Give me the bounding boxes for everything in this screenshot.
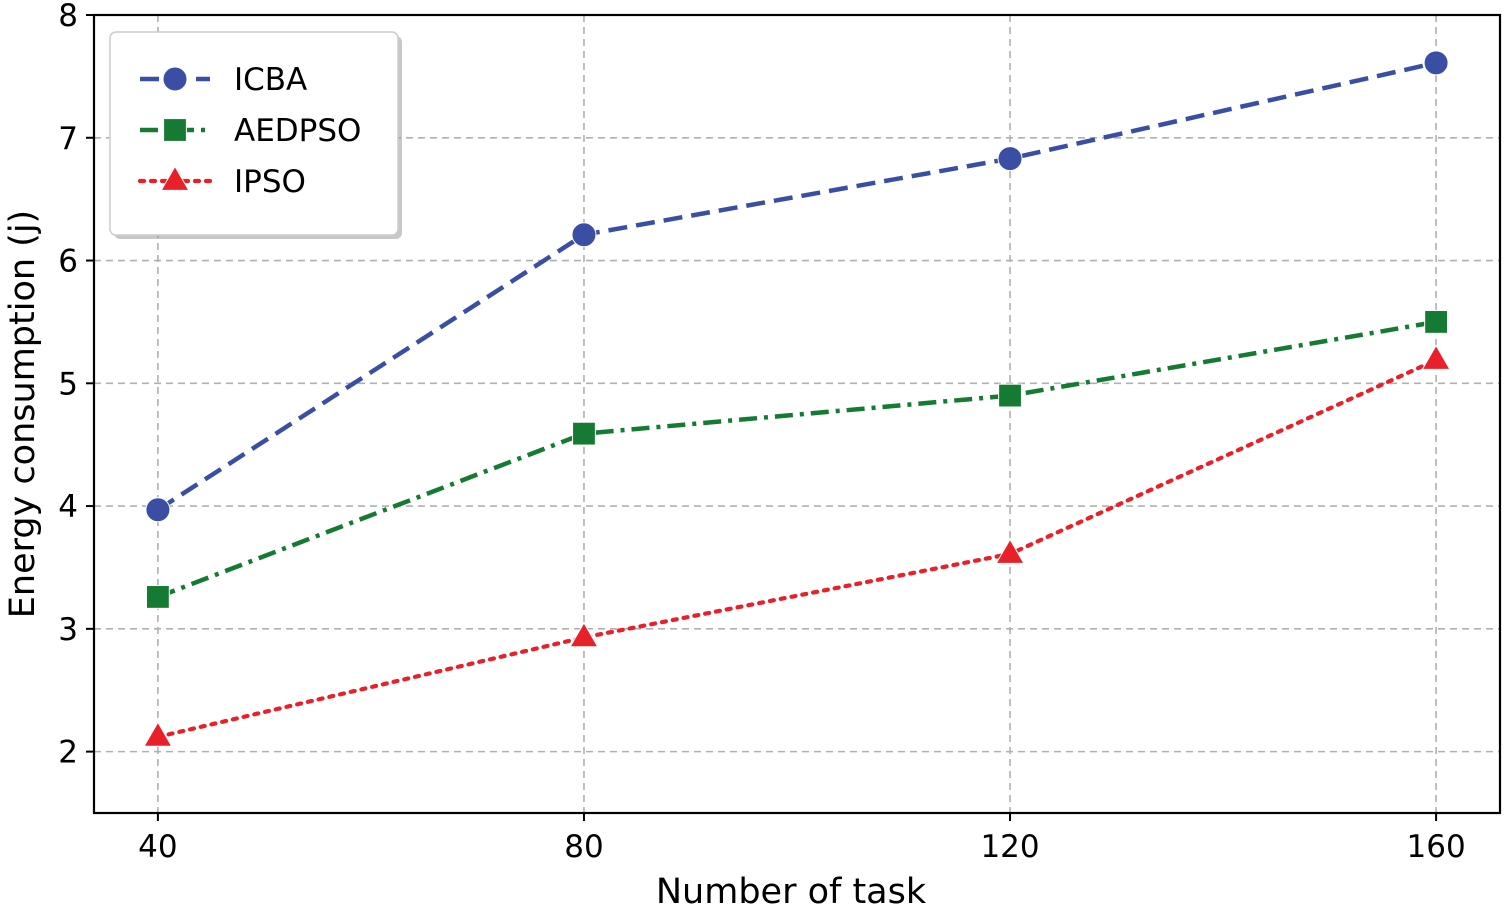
x-axis-label: Number of task [656, 872, 927, 910]
data-point-ipso [143, 721, 173, 747]
series-line-ipso [155, 357, 1439, 739]
series-aedpso [146, 310, 1448, 609]
x-tick-label: 120 [980, 829, 1039, 865]
data-point-aedpso [1424, 310, 1448, 334]
x-tick-label: 80 [564, 829, 603, 865]
data-point-aedpso [572, 421, 596, 446]
y-tick-label: 3 [58, 612, 78, 648]
legend-label-icba: ICBA [234, 62, 307, 98]
y-tick-label: 2 [58, 735, 78, 771]
legend-label-aedpso: AEDPSO [234, 113, 361, 149]
legend-entry-icba: ICBA [140, 62, 307, 98]
data-point-aedpso [998, 383, 1022, 408]
legend-entry-ipso: IPSO [137, 164, 306, 200]
data-point-icba [571, 222, 597, 248]
data-point-aedpso [146, 585, 170, 609]
legend-marker-icba [162, 66, 188, 92]
series-icba [145, 50, 1449, 523]
y-tick-label: 7 [58, 121, 78, 157]
data-point-icba [997, 146, 1023, 172]
y-tick-label: 8 [58, 0, 78, 34]
y-tick-label: 6 [58, 244, 78, 280]
data-point-icba [145, 497, 171, 523]
x-axis-ticks: 40 80 120 160 [138, 813, 1466, 865]
data-point-ipso [569, 621, 599, 648]
y-axis-ticks: 2 3 4 5 6 7 8 [58, 0, 94, 771]
legend: ICBA AEDPSO IPSO [109, 31, 402, 239]
legend-marker-aedpso [163, 118, 187, 142]
data-point-icba [1423, 50, 1449, 76]
series-layer [143, 50, 1451, 747]
data-point-ipso [995, 538, 1025, 564]
legend-marker-ipso [160, 165, 190, 191]
y-tick-label: 5 [58, 366, 78, 402]
x-tick-label: 160 [1407, 829, 1466, 865]
legend-entry-aedpso: AEDPSO [140, 113, 361, 149]
legend-label-ipso: IPSO [234, 164, 306, 200]
series-ipso [143, 344, 1451, 747]
plot-frame [92, 13, 1502, 815]
y-axis-label: Energy consumption (j) [3, 210, 43, 618]
series-line-icba [156, 60, 1437, 512]
x-tick-label: 40 [138, 829, 177, 865]
series-line-aedpso [157, 319, 1437, 600]
data-point-ipso [1421, 344, 1451, 370]
y-tick-label: 4 [58, 489, 78, 525]
